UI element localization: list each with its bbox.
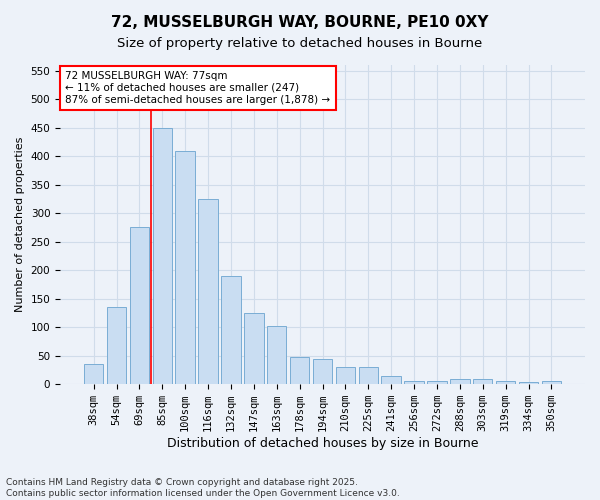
Bar	[519, 382, 538, 384]
Bar	[359, 367, 378, 384]
Bar	[267, 326, 286, 384]
Bar	[450, 378, 470, 384]
Bar	[313, 358, 332, 384]
X-axis label: Distribution of detached houses by size in Bourne: Distribution of detached houses by size …	[167, 437, 478, 450]
Bar	[175, 150, 195, 384]
Bar	[473, 378, 493, 384]
Text: Size of property relative to detached houses in Bourne: Size of property relative to detached ho…	[118, 38, 482, 51]
Text: 72 MUSSELBURGH WAY: 77sqm
← 11% of detached houses are smaller (247)
87% of semi: 72 MUSSELBURGH WAY: 77sqm ← 11% of detac…	[65, 72, 331, 104]
Bar	[335, 367, 355, 384]
Bar	[290, 358, 310, 384]
Bar	[199, 199, 218, 384]
Bar	[244, 313, 263, 384]
Text: Contains HM Land Registry data © Crown copyright and database right 2025.
Contai: Contains HM Land Registry data © Crown c…	[6, 478, 400, 498]
Bar	[152, 128, 172, 384]
Text: 72, MUSSELBURGH WAY, BOURNE, PE10 0XY: 72, MUSSELBURGH WAY, BOURNE, PE10 0XY	[111, 15, 489, 30]
Bar	[130, 228, 149, 384]
Bar	[496, 382, 515, 384]
Bar	[107, 308, 126, 384]
Bar	[84, 364, 103, 384]
Bar	[404, 382, 424, 384]
Bar	[427, 382, 446, 384]
Bar	[221, 276, 241, 384]
Y-axis label: Number of detached properties: Number of detached properties	[15, 137, 25, 312]
Bar	[542, 382, 561, 384]
Bar	[382, 376, 401, 384]
